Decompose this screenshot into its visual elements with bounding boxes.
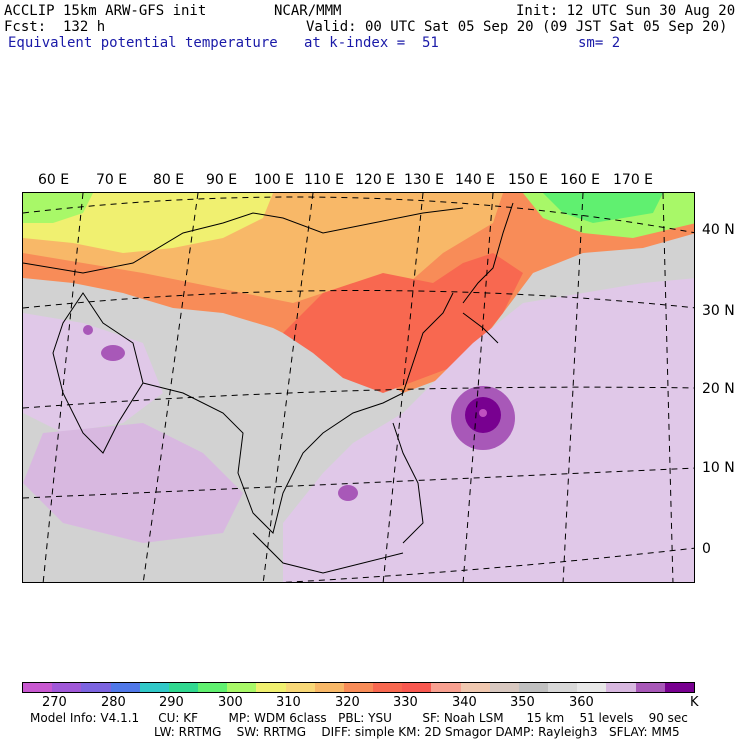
lon-label: 90 E: [206, 172, 238, 188]
colorbar-unit: K: [690, 695, 699, 710]
indonesia: [252, 532, 404, 574]
colorbar-swatch: [52, 683, 82, 692]
forecast-hour: Fcst: 132 h: [4, 19, 106, 35]
lon-label: 170 E: [613, 172, 654, 188]
colorbar-tick-label: 300: [218, 695, 243, 710]
colorbar-swatch: [23, 683, 53, 692]
lon-label: 150 E: [508, 172, 549, 188]
colorbar-tick-label: 360: [569, 695, 594, 710]
colorbar-swatch: [139, 683, 169, 692]
init-time: Init: 12 UTC Sun 30 Aug 20: [516, 3, 736, 19]
level-index: at k-index = 51: [304, 35, 439, 51]
colorbar-swatch: [489, 683, 519, 692]
lon-label: 110 E: [304, 172, 345, 188]
border-lines: [23, 207, 464, 274]
valid-time: Valid: 00 UTC Sat 05 Sep 20 (09 JST Sat …: [306, 19, 728, 35]
colorbar-swatch: [548, 683, 578, 692]
typhoon-eye: [479, 409, 487, 417]
colorbar-swatch: [314, 683, 344, 692]
grid-lat-0: [281, 547, 694, 582]
colorbar-swatch: [168, 683, 199, 692]
lon-label: 130 E: [404, 172, 445, 188]
lat-label: 10 N: [702, 460, 735, 476]
lon-label: 160 E: [560, 172, 601, 188]
graticule: [23, 193, 694, 582]
model-title: ACCLIP 15km ARW-GFS init: [4, 3, 207, 19]
colorbar-tick-label: 350: [510, 695, 535, 710]
india-lavender: [23, 313, 163, 433]
colorbar-tick-label: 320: [335, 695, 360, 710]
colorbar-swatch: [285, 683, 315, 692]
purple-blob-india: [101, 345, 125, 361]
indian-ocean-lavender: [23, 423, 243, 543]
philippines: [392, 422, 424, 544]
colorbar-swatch: [635, 683, 665, 692]
colorbar-swatch: [373, 683, 403, 692]
lon-label: 120 E: [355, 172, 396, 188]
theta-e-map: [22, 192, 695, 583]
colorbar-tick-label: 270: [42, 695, 67, 710]
lon-label: 70 E: [96, 172, 128, 188]
colorbar-swatch: [198, 683, 228, 692]
green-patch: [543, 193, 663, 223]
lat-label: 0: [702, 541, 711, 557]
colorbar-swatch: [460, 683, 490, 692]
lat-label: 30 N: [702, 303, 735, 319]
colorbar-tick-label: 290: [159, 695, 184, 710]
colorbar-swatch: [402, 683, 432, 692]
purple-blob-small: [83, 325, 93, 335]
colorbar-tick-label: 330: [393, 695, 418, 710]
model-info-line2: LW: RRTMG SW: RRTMG DIFF: simple KM: 2D …: [154, 725, 680, 739]
colorbar-swatch: [431, 683, 461, 692]
korea-japan-coast: [462, 202, 514, 304]
colorbar-tick-label: 340: [452, 695, 477, 710]
center-label: NCAR/MMM: [274, 3, 342, 19]
field-name: Equivalent potential temperature: [8, 35, 278, 51]
purple-blob-sea: [338, 485, 358, 501]
colorbar-swatch: [577, 683, 607, 692]
colorbar-swatch: [110, 683, 140, 692]
lon-label: 140 E: [455, 172, 496, 188]
colorbar-swatch: [343, 683, 374, 692]
se-asia-coast: [142, 292, 454, 534]
colorbar-swatch: [256, 683, 286, 692]
colorbar-swatch: [81, 683, 111, 692]
colorbar-swatch: [227, 683, 257, 692]
lon-label: 80 E: [153, 172, 185, 188]
colorbar: [22, 682, 695, 693]
lat-label: 40 N: [702, 222, 735, 238]
coastlines: [23, 202, 514, 574]
lat-label: 20 N: [702, 381, 735, 397]
map-canvas: [23, 193, 694, 582]
colorbar-swatch: [518, 683, 549, 692]
colorbar-swatch: [606, 683, 636, 692]
colorbar-tick-label: 310: [276, 695, 301, 710]
india-coast: [52, 292, 144, 454]
colorbar-swatch: [664, 683, 694, 692]
lon-label: 60 E: [38, 172, 70, 188]
colorbar-tick-label: 280: [101, 695, 126, 710]
smoothing: sm= 2: [578, 35, 621, 51]
warm-band-green-west: [23, 193, 93, 223]
lon-label: 100 E: [254, 172, 295, 188]
model-info-line1: Model Info: V4.1.1 CU: KF MP: WDM 6class…: [30, 711, 688, 725]
